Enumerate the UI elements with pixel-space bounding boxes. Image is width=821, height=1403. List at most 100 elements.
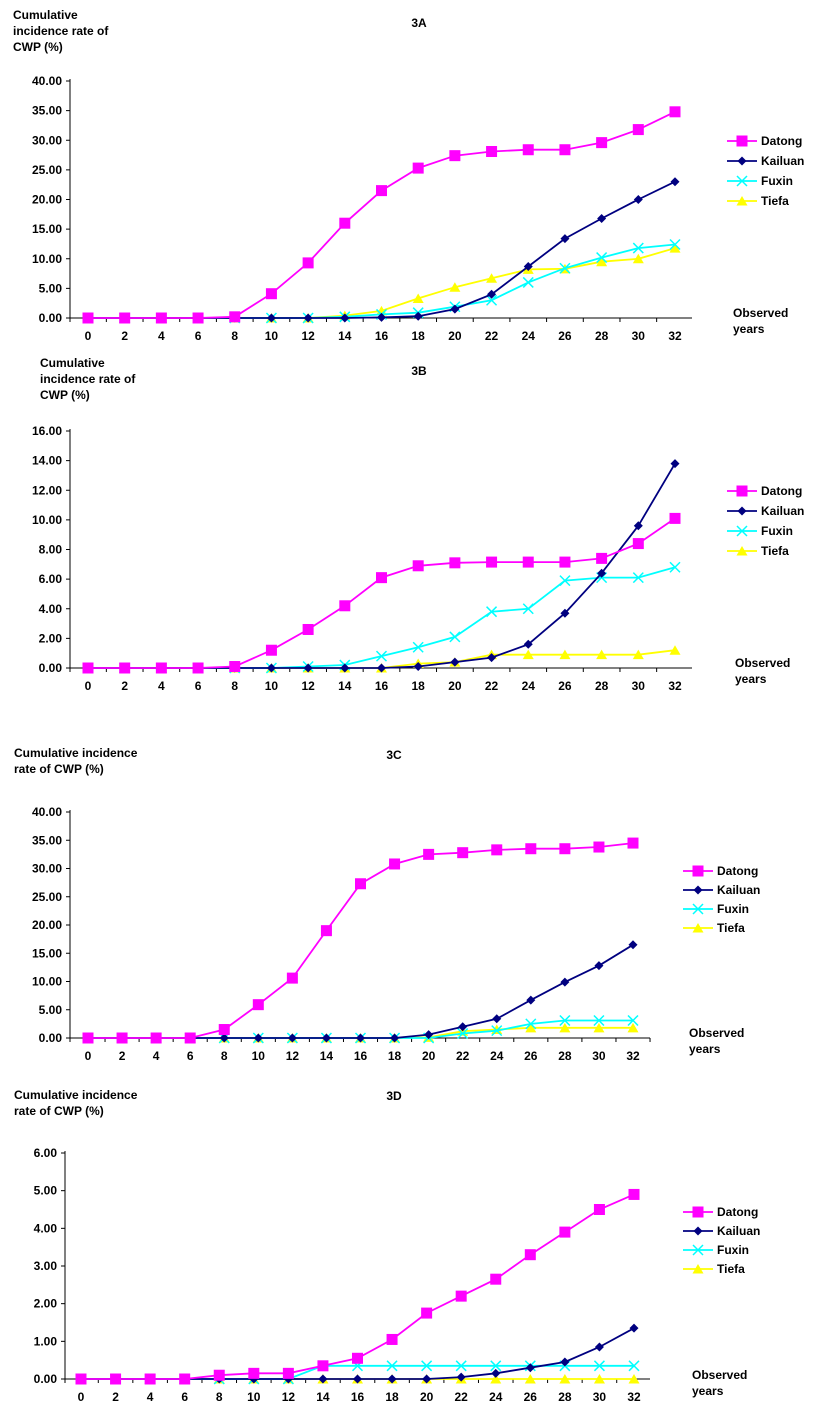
data-point-datong (522, 556, 534, 568)
legend-marker-datong (736, 135, 748, 147)
data-point-datong (455, 1290, 467, 1302)
legend-marker-tiefa (692, 923, 704, 933)
data-point-datong (75, 1373, 87, 1385)
data-point-datong (265, 288, 277, 300)
data-point-kailuan (253, 1033, 263, 1043)
legend-label-tiefa: Tiefa (761, 544, 789, 558)
x-tick-label: 6 (195, 329, 202, 343)
data-point-datong (155, 312, 167, 324)
data-point-tiefa (559, 649, 571, 660)
data-point-fuxin (412, 641, 424, 653)
y-tick-label: 40.00 (32, 74, 62, 88)
data-point-datong (522, 144, 534, 156)
legend-marker-kailuan (737, 506, 747, 516)
y-axis-title: rate of CWP (%) (14, 762, 104, 776)
data-point-kailuan (413, 311, 423, 321)
data-point-tiefa (596, 256, 608, 267)
data-point-kailuan (321, 1033, 331, 1043)
data-point-kailuan (560, 234, 570, 244)
y-tick-label: 20.00 (32, 193, 62, 207)
data-point-kailuan (413, 662, 423, 672)
data-point-datong (559, 843, 571, 855)
x-tick-label: 6 (195, 679, 202, 693)
data-point-tiefa (627, 1022, 639, 1033)
x-tick-label: 26 (558, 679, 572, 693)
legend-marker-fuxin (736, 175, 748, 187)
data-point-fuxin (491, 1025, 503, 1037)
data-point-kailuan (560, 608, 570, 618)
data-point-tiefa (524, 1374, 536, 1384)
legend: Datong Kailuan Fuxin Tiefa (683, 1205, 760, 1276)
x-tick-label: 8 (231, 679, 238, 693)
x-tick-label: 2 (121, 679, 128, 693)
x-tick-label: 10 (247, 1390, 261, 1403)
data-point-kailuan (318, 1374, 328, 1384)
y-tick-label: 4.00 (39, 602, 63, 616)
series-line-kailuan (88, 180, 676, 319)
data-point-datong (491, 844, 503, 856)
data-point-datong (423, 848, 435, 860)
legend-marker-fuxin (736, 525, 748, 537)
legend-label-datong: Datong (761, 134, 802, 148)
panel-title: 3C (386, 748, 402, 762)
data-point-datong (486, 556, 498, 568)
x-tick-label: 32 (668, 329, 682, 343)
y-tick-label: 30.00 (32, 862, 62, 876)
data-point-tiefa (522, 649, 534, 660)
data-point-tiefa (632, 253, 644, 264)
x-axis-title: Observed (689, 1026, 744, 1040)
data-point-kailuan (458, 1022, 468, 1032)
data-point-datong (457, 847, 469, 859)
series-datong (82, 106, 681, 324)
data-point-kailuan (670, 177, 680, 187)
data-point-datong (559, 144, 571, 156)
y-tick-label: 3.00 (34, 1259, 58, 1273)
legend-label-kailuan: Kailuan (761, 504, 804, 518)
x-tick-label: 2 (119, 1049, 126, 1063)
x-tick-label: 0 (85, 1049, 92, 1063)
legend-label-fuxin: Fuxin (761, 174, 793, 188)
legend-marker-datong (692, 1206, 704, 1218)
y-tick-label: 40.00 (32, 805, 62, 819)
data-point-tiefa (596, 649, 608, 660)
x-tick-label: 26 (524, 1390, 538, 1403)
legend-label-datong: Datong (717, 864, 758, 878)
data-point-fuxin (421, 1360, 433, 1372)
data-point-kailuan (424, 1030, 434, 1040)
data-point-kailuan (266, 313, 276, 323)
data-point-tiefa (593, 1022, 605, 1033)
data-point-kailuan (523, 261, 533, 271)
data-point-fuxin (627, 1014, 639, 1027)
data-point-datong (320, 925, 332, 937)
data-point-datong (192, 662, 204, 674)
data-point-fuxin (559, 262, 571, 274)
x-axis-title: years (735, 672, 767, 686)
data-point-fuxin (628, 1360, 640, 1372)
y-tick-label: 10.00 (32, 513, 62, 527)
data-point-datong (593, 841, 605, 853)
data-point-fuxin (596, 252, 608, 264)
x-tick-label: 26 (558, 329, 572, 343)
data-point-kailuan (560, 977, 570, 987)
data-point-kailuan (450, 304, 460, 314)
x-tick-label: 2 (112, 1390, 119, 1403)
data-point-datong (150, 1032, 162, 1044)
data-point-datong (192, 312, 204, 324)
data-point-datong (490, 1273, 502, 1285)
data-point-datong (155, 662, 167, 674)
data-point-kailuan (353, 1374, 362, 1384)
x-tick-label: 18 (412, 679, 426, 693)
data-point-datong (352, 1352, 363, 1364)
x-tick-label: 28 (558, 1049, 572, 1063)
data-point-fuxin (669, 238, 681, 251)
data-point-datong (286, 972, 298, 984)
legend-marker-datong (692, 865, 704, 877)
x-axis-title: Observed (735, 656, 790, 670)
x-tick-label: 4 (158, 679, 165, 693)
data-point-tiefa (632, 649, 644, 660)
legend-marker-fuxin (692, 1244, 704, 1256)
data-point-kailuan (487, 653, 497, 663)
data-point-datong (632, 124, 644, 136)
data-point-fuxin (386, 1360, 398, 1372)
y-tick-label: 10.00 (32, 975, 62, 989)
